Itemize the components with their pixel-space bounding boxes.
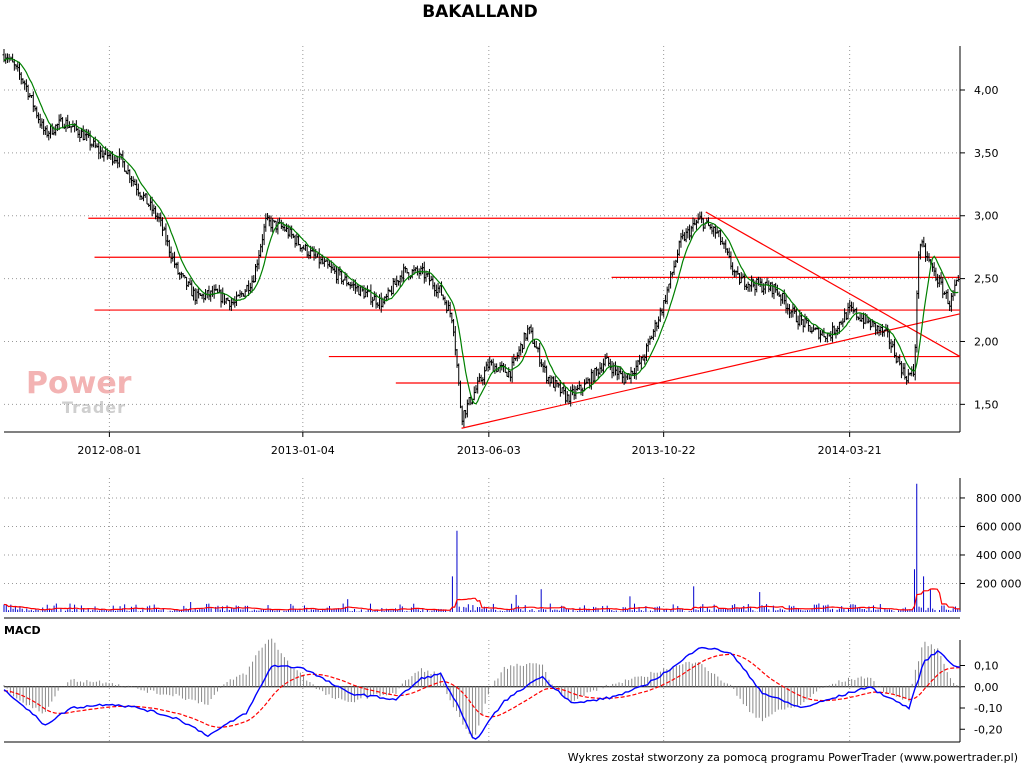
macd-tick-label: -0,10 xyxy=(974,702,1002,715)
macd-panel-label: MACD xyxy=(4,624,41,637)
volume-tick-label: 400 000 xyxy=(976,549,1022,562)
trend-line xyxy=(705,211,961,358)
macd-line xyxy=(3,646,961,740)
macd-signal-line xyxy=(3,653,961,728)
macd-tick-label: 0,00 xyxy=(974,681,999,694)
y-tick-label: 2,50 xyxy=(974,273,999,286)
x-tick-label: 2013-01-04 xyxy=(271,444,335,457)
trend-line xyxy=(461,313,961,429)
y-tick-label: 3,50 xyxy=(974,147,999,160)
volume-tick-label: 200 000 xyxy=(976,577,1022,590)
y-tick-label: 3,00 xyxy=(974,210,999,223)
y-tick-label: 4,00 xyxy=(974,84,999,97)
x-tick-label: 2013-06-03 xyxy=(457,444,521,457)
x-tick-label: 2013-10-22 xyxy=(632,444,696,457)
volume-tick-label: 600 000 xyxy=(976,520,1022,533)
watermark-power: Power xyxy=(26,366,132,401)
moving-average-line xyxy=(3,58,959,405)
y-tick-label: 1,50 xyxy=(974,398,999,411)
macd-tick-label: 0,10 xyxy=(974,660,999,673)
macd-tick-label: -0,20 xyxy=(974,723,1002,736)
volume-tick-label: 800 000 xyxy=(976,492,1022,505)
chart-title: BAKALLAND xyxy=(422,2,538,22)
y-tick-label: 2,00 xyxy=(974,335,999,348)
x-tick-label: 2014-03-21 xyxy=(818,444,882,457)
footer-credit: Wykres został stworzony za pomocą progra… xyxy=(567,751,1018,764)
x-tick-label: 2012-08-01 xyxy=(77,444,141,457)
volume-average-line xyxy=(3,588,961,611)
